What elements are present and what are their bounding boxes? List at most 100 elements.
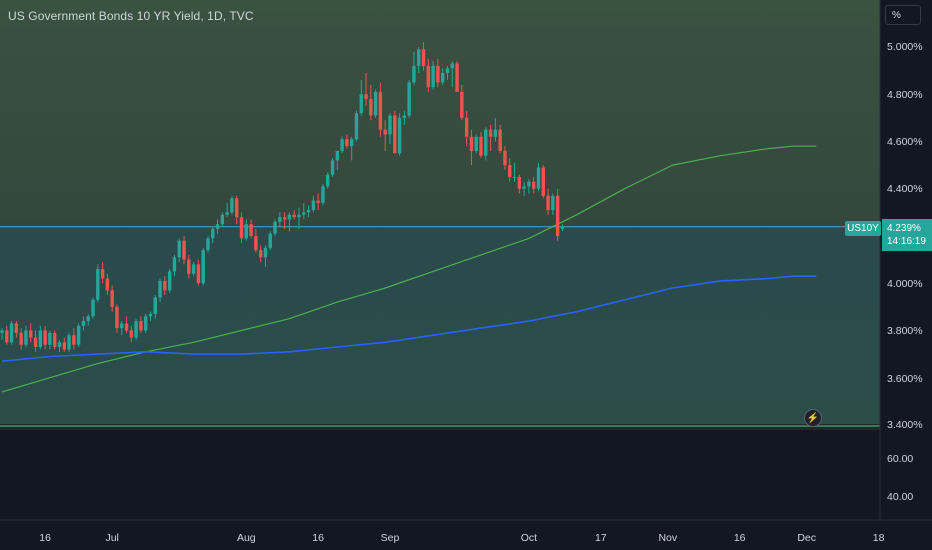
candle-body (96, 269, 100, 300)
flash-icon[interactable]: ⚡ (804, 409, 822, 427)
price-tick: 4.600% (887, 136, 923, 148)
candle-body (249, 224, 253, 236)
candle (464, 110, 469, 147)
candle (484, 127, 488, 161)
candle (498, 124, 502, 154)
candle (201, 247, 205, 286)
candle (311, 195, 316, 213)
candle-body (445, 68, 450, 73)
candle (493, 117, 498, 142)
candle-body (321, 186, 325, 203)
candle-body (187, 259, 191, 274)
candle-body (421, 49, 426, 66)
candle-body (115, 306, 119, 329)
candle-body (531, 181, 536, 189)
candle-body (297, 214, 301, 218)
candle-body (225, 212, 229, 215)
candle-body (397, 117, 402, 154)
candle (182, 236, 186, 265)
candle-body (373, 91, 378, 116)
zone-above-price (0, 0, 880, 228)
candle (225, 202, 229, 218)
candle (187, 254, 191, 279)
candle-body (560, 226, 565, 229)
candle-body (91, 299, 95, 317)
candle-body (14, 323, 19, 333)
candle-body (48, 332, 52, 345)
candle (402, 110, 407, 125)
candle (330, 158, 335, 177)
candle-body (201, 250, 205, 284)
candle (19, 328, 23, 350)
candle (460, 84, 464, 121)
candle-body (450, 63, 454, 69)
candle-body (254, 236, 258, 251)
candle (29, 323, 33, 343)
candle-body (359, 94, 363, 114)
candle-body (508, 165, 512, 177)
candle-body (220, 214, 225, 225)
candle (354, 110, 359, 142)
indicator-pane (0, 430, 880, 520)
candle-body (517, 176, 522, 189)
candle (144, 313, 148, 333)
candle-body (488, 129, 493, 137)
time-tick: 16 (733, 532, 746, 544)
candle-body (0, 330, 4, 333)
candle-body (239, 217, 244, 239)
candle (364, 72, 368, 107)
unit-selector[interactable]: % (885, 5, 921, 25)
candle-body (345, 139, 349, 147)
indicator-tick: 60.00 (887, 453, 914, 465)
candle (335, 150, 339, 170)
candle (340, 136, 344, 154)
candle (100, 261, 105, 284)
candle-body (522, 186, 526, 189)
candle (110, 285, 114, 312)
candle-body (282, 217, 287, 220)
time-tick: 18 (872, 532, 885, 544)
candle-body (172, 257, 177, 272)
candle-body (67, 335, 71, 350)
zone-below-price (0, 228, 880, 424)
candle (359, 80, 363, 116)
candle (445, 65, 450, 81)
candle (469, 129, 474, 166)
candle-body (340, 139, 344, 151)
candle-body (139, 321, 143, 331)
candle (297, 207, 301, 229)
candle (426, 58, 431, 92)
candle (551, 193, 555, 215)
candle-body (86, 316, 90, 322)
indicator-tick: 40.00 (887, 491, 914, 503)
candle (120, 321, 124, 336)
candle (235, 195, 239, 225)
candle-body (440, 72, 445, 83)
candle (124, 316, 129, 333)
candle (105, 273, 110, 296)
candle-body (326, 174, 330, 187)
candle (555, 188, 560, 241)
candle-body (555, 195, 560, 236)
candle (321, 184, 325, 206)
candle-body (182, 240, 186, 260)
candle-body (364, 94, 368, 99)
candle (503, 146, 507, 170)
bar-countdown: 14:16:19 (887, 236, 926, 247)
candle-body (268, 233, 272, 248)
candle (96, 264, 100, 303)
candle (258, 245, 263, 262)
candle-body (278, 217, 282, 222)
candle (249, 219, 253, 239)
candle-body (110, 290, 114, 307)
candle (191, 261, 196, 277)
candle (531, 176, 536, 194)
time-tick: Nov (658, 532, 678, 544)
candle (91, 297, 95, 319)
price-tick: 4.800% (887, 89, 923, 101)
candle (48, 330, 52, 350)
candle (115, 304, 119, 333)
price-tick: 4.000% (887, 278, 923, 290)
candle-body (19, 332, 23, 345)
